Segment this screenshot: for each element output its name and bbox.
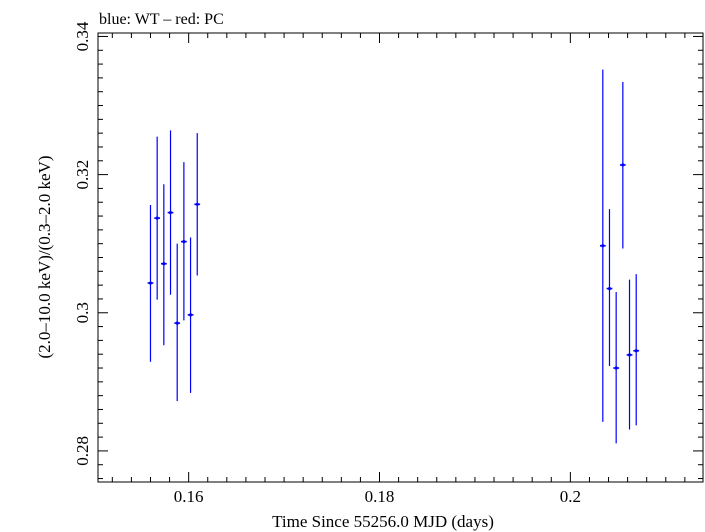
y-axis-label: (2.0–10.0 keV)/(0.3–2.0 keV) — [35, 155, 54, 358]
point-marker — [168, 211, 173, 215]
x-tick-label: 0.2 — [560, 487, 581, 506]
data-point — [160, 184, 167, 346]
data-points — [147, 69, 640, 444]
y-tick-label: 0.32 — [73, 160, 92, 190]
point-marker — [155, 216, 159, 220]
data-point — [181, 162, 187, 321]
point-marker — [162, 262, 166, 266]
point-marker — [182, 240, 186, 244]
data-point — [613, 292, 620, 444]
point-marker — [148, 281, 153, 285]
point-marker — [175, 321, 179, 325]
data-point — [187, 237, 194, 393]
data-point — [154, 136, 161, 300]
point-marker — [188, 313, 193, 317]
plot-frame — [97, 32, 704, 483]
x-tick-label: 0.18 — [365, 487, 395, 506]
data-point — [147, 205, 154, 362]
point-marker — [601, 244, 605, 248]
data-point — [633, 274, 640, 426]
data-point — [626, 279, 633, 430]
data-point — [619, 82, 626, 249]
chart-title: blue: WT – red: PC — [99, 11, 224, 28]
point-marker — [195, 202, 199, 206]
data-point — [194, 133, 201, 276]
y-tick-label: 0.3 — [73, 302, 92, 323]
tick-labels: 0.16 0.18 0.2 0.28 0.3 0.32 0.34 — [73, 21, 581, 506]
x-tick-label: 0.16 — [174, 487, 204, 506]
x-axis-label: Time Since 55256.0 MJD (days) — [272, 512, 494, 531]
point-marker — [621, 163, 625, 167]
point-marker — [627, 353, 632, 357]
data-point — [174, 243, 181, 402]
point-marker — [634, 349, 638, 353]
point-marker — [614, 366, 618, 370]
data-point — [167, 130, 174, 295]
data-point — [599, 69, 606, 422]
data-point — [606, 209, 613, 366]
point-marker — [607, 286, 612, 291]
y-tick-label: 0.28 — [73, 436, 92, 466]
axis-ticks — [98, 33, 703, 482]
y-tick-label: 0.34 — [73, 21, 92, 51]
